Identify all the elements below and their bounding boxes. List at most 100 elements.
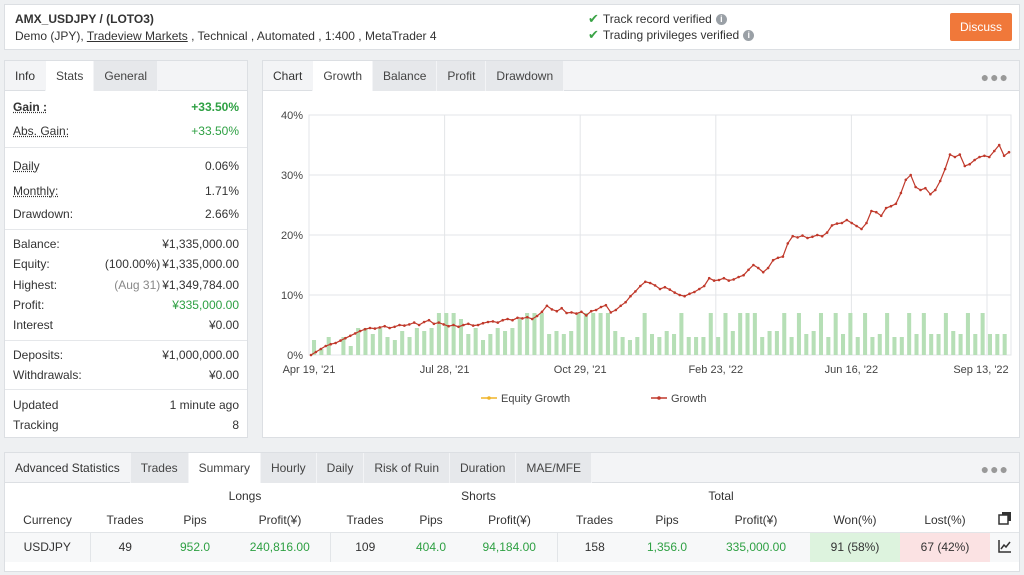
trade-bar (488, 334, 493, 355)
tab-balance[interactable]: Balance (373, 61, 438, 91)
tab-advanced-statistics[interactable]: Advanced Statistics (5, 453, 131, 483)
trade-bar (804, 334, 809, 355)
growth-point (653, 284, 657, 287)
growth-point (860, 227, 863, 231)
tab-drawdown[interactable]: Drawdown (486, 61, 565, 91)
col-longs-trades[interactable]: Trades (106, 512, 144, 527)
x-tick-label: Oct 29, '21 (554, 364, 607, 376)
advanced-tabs: Advanced Statistics Trades Summary Hourl… (5, 453, 1019, 483)
growth-point (639, 284, 642, 288)
growth-point (604, 303, 608, 307)
info-icon[interactable]: i (743, 29, 755, 41)
tab-info[interactable]: Info (5, 61, 47, 91)
stats-tabs: Info Stats General (5, 61, 247, 91)
chart-icon[interactable] (990, 531, 1019, 562)
x-tick-label: Apr 19, '21 (283, 364, 336, 376)
tab-general[interactable]: General (94, 61, 159, 91)
trade-bar (657, 337, 662, 355)
discuss-button[interactable]: Discuss (950, 13, 1012, 41)
growth-point (929, 192, 932, 196)
tab-duration[interactable]: Duration (450, 453, 517, 483)
cell-shorts-trades: 109 (329, 531, 400, 562)
growth-point (811, 235, 814, 239)
tab-trades[interactable]: Trades (130, 453, 189, 483)
growth-point (344, 336, 347, 340)
account-title: AMX_USDJPY / (LOTO3) (15, 12, 154, 26)
column-header-row: Currency Trades Pips Profit(¥) Trades Pi… (5, 508, 1019, 532)
growth-point (884, 206, 888, 210)
col-total-profit[interactable]: Profit(¥) (734, 512, 778, 527)
growth-point (693, 290, 696, 294)
growth-point (496, 321, 500, 324)
trade-bar (716, 337, 721, 355)
col-longs-profit[interactable]: Profit(¥) (258, 512, 302, 527)
cell-total-trades: 158 (556, 531, 632, 562)
growth-point (319, 347, 323, 351)
tab-growth[interactable]: Growth (313, 61, 374, 91)
cell-won: 91 (58%) (810, 531, 900, 562)
growth-point (427, 318, 431, 322)
trade-bar (914, 334, 919, 355)
trade-bar (326, 337, 331, 355)
growth-point (417, 323, 421, 327)
copy-icon[interactable] (990, 508, 1019, 532)
y-tick-label: 40% (281, 110, 303, 122)
growth-point (457, 325, 460, 329)
trade-bar (943, 313, 948, 355)
col-longs-pips[interactable]: Pips (183, 512, 207, 527)
more-options-icon[interactable]: ●●● (980, 69, 1009, 85)
cell-longs-pips: 952.0 (160, 531, 230, 562)
tab-hourly[interactable]: Hourly (260, 453, 317, 483)
trade-bar (613, 331, 618, 355)
summary-table: Longs Shorts Total Currency Trades Pips … (5, 484, 1019, 562)
growth-point (875, 210, 878, 214)
trade-bar (752, 313, 757, 355)
stat-balance: Balance: ¥1,335,000.00 (13, 237, 239, 251)
broker-link[interactable]: Tradeview Markets (86, 29, 188, 43)
col-currency[interactable]: Currency (23, 512, 72, 527)
growth-point (506, 317, 509, 321)
growth-point (412, 321, 416, 324)
growth-point (452, 323, 455, 327)
growth-point (363, 327, 367, 331)
legend-equity-growth[interactable]: Equity Growth (501, 393, 570, 405)
trade-bar (605, 313, 610, 355)
tab-profit[interactable]: Profit (437, 61, 487, 91)
growth-point (339, 339, 342, 342)
stat-tracking: Tracking 8 (13, 418, 239, 432)
stat-drawdown: Drawdown: 2.66% (13, 207, 239, 221)
col-shorts-pips[interactable]: Pips (419, 512, 443, 527)
x-tick-label: Feb 23, '22 (688, 364, 743, 376)
info-icon[interactable]: i (715, 13, 727, 25)
growth-point (329, 342, 332, 346)
cell-lost: 67 (42%) (900, 531, 990, 562)
trading-privileges-verified: ✔ Trading privileges verified i (588, 27, 755, 43)
growth-point (462, 323, 465, 327)
growth-point (383, 324, 386, 328)
tab-summary[interactable]: Summary (188, 453, 261, 483)
trade-bar (525, 313, 530, 355)
col-won[interactable]: Won(%) (833, 512, 877, 527)
growth-point (481, 321, 485, 325)
col-shorts-profit[interactable]: Profit(¥) (488, 512, 531, 527)
trade-bar (635, 337, 640, 355)
more-options-icon[interactable]: ●●● (980, 461, 1009, 477)
growth-point (997, 143, 1001, 147)
tab-daily[interactable]: Daily (316, 453, 365, 483)
y-tick-label: 30% (281, 170, 303, 182)
growth-point (993, 149, 996, 153)
tab-stats[interactable]: Stats (46, 61, 95, 91)
col-total-trades[interactable]: Trades (576, 512, 613, 527)
stat-interest: Interest ¥0.00 (13, 318, 239, 332)
col-total-pips[interactable]: Pips (655, 512, 679, 527)
growth-point (855, 224, 858, 228)
growth-point (899, 191, 903, 195)
tab-risk-of-ruin[interactable]: Risk of Ruin (364, 453, 451, 483)
legend-growth[interactable]: Growth (671, 393, 706, 405)
col-shorts-trades[interactable]: Trades (346, 512, 384, 527)
trade-bar (767, 331, 772, 355)
tab-chart[interactable]: Chart (263, 61, 314, 91)
col-lost[interactable]: Lost(%) (924, 512, 966, 527)
growth-point (570, 311, 573, 314)
tab-mae-mfe[interactable]: MAE/MFE (516, 453, 593, 483)
